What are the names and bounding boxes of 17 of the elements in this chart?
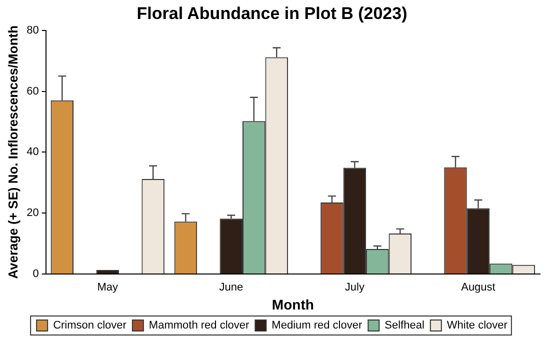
y-tick-label: 20 (26, 207, 39, 220)
y-tick-label: 40 (26, 146, 39, 158)
y-tick-label: 0 (32, 268, 39, 280)
x-tick-label: June (219, 282, 244, 294)
legend-label: Mammoth red clover (148, 320, 250, 332)
y-tick-label: 60 (26, 85, 39, 98)
y-axis-title: Average (+ SE) No. Inflorescences/Month (5, 25, 20, 279)
x-tick-label: May (97, 282, 118, 294)
legend-label: Crimson clover (53, 320, 127, 332)
x-tick-label: August (461, 282, 496, 294)
legend-label: Medium red clover (272, 320, 362, 332)
x-axis-title: Month (272, 296, 314, 312)
y-tick-label: 80 (26, 24, 39, 36)
legend-label: White clover (446, 320, 508, 332)
chart-title: Floral Abundance in Plot B (2023) (136, 4, 408, 23)
x-tick-label: July (344, 282, 365, 294)
legend-label: Selfheal (384, 320, 424, 332)
